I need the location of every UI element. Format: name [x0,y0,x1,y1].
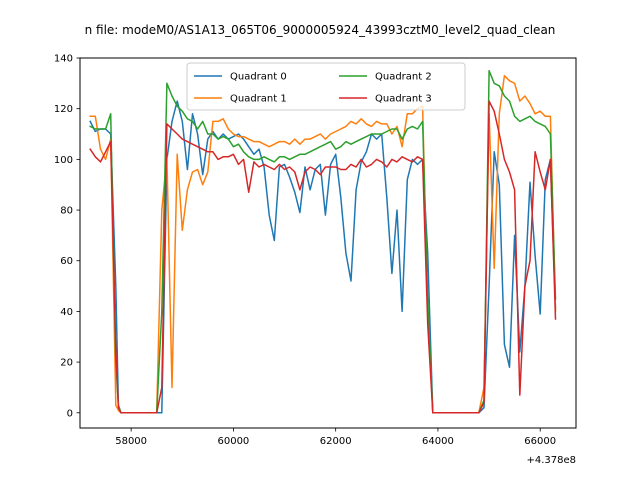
series-line-quadrant-3 [89,100,557,414]
x-tick-label: 66000 [524,436,556,447]
x-tick-label: 58000 [115,436,147,447]
y-tick-label: 120 [54,104,73,115]
legend: Quadrant 0 Quadrant 1 Quadrant 2 Quadrant 3 [186,62,466,111]
legend-label-quadrant-2: Quadrant 2 [375,72,432,83]
y-tick-label: 40 [60,307,73,318]
legend-label-quadrant-3: Quadrant 3 [375,94,432,105]
legend-entries: Quadrant 0 Quadrant 1 Quadrant 2 Quadrant 3 [194,72,432,105]
y-tick-label: 80 [60,206,73,217]
axes-frame [79,57,577,429]
y-tick-label: 0 [67,408,73,419]
chart-title: n file: modeM0/AS1A13_065T06_9000005924_… [85,23,556,37]
plot-area: 58000 60000 62000 64000 66000 0 20 40 60 80 100 12… [54,54,577,466]
x-tick-label: 60000 [217,436,249,447]
x-tick-label: 64000 [422,436,454,447]
legend-label-quadrant-0: Quadrant 0 [230,72,287,83]
y-axis: 0 20 40 60 80 100 120 140 [54,54,80,419]
x-axis: 58000 60000 62000 64000 66000 [115,428,556,447]
legend-label-quadrant-1: Quadrant 1 [230,94,287,105]
y-tick-label: 100 [54,155,73,166]
y-tick-label: 140 [54,54,73,65]
legend-box [186,62,466,111]
x-tick-label: 62000 [320,436,352,447]
x-axis-offset-label: +4.378e8 [526,455,576,466]
series-layer [89,69,557,414]
y-tick-label: 60 [60,256,73,267]
y-tick-label: 20 [60,358,73,369]
